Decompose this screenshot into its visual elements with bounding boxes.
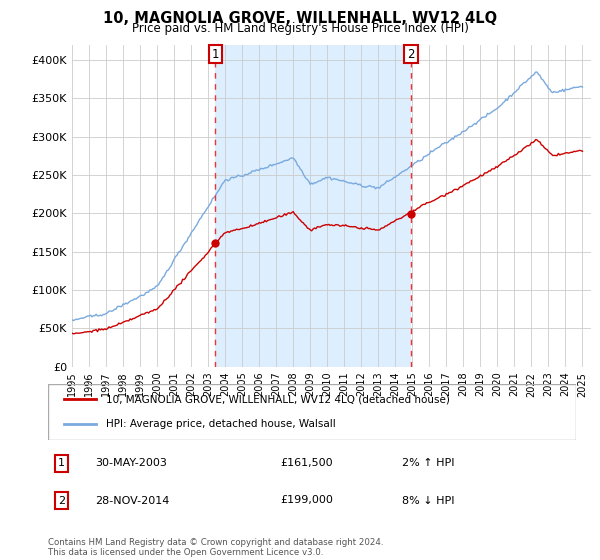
Text: £161,500: £161,500	[280, 459, 333, 468]
Text: £199,000: £199,000	[280, 496, 333, 506]
Text: 28-NOV-2014: 28-NOV-2014	[95, 496, 170, 506]
Text: 1: 1	[212, 48, 219, 60]
Text: 8% ↓ HPI: 8% ↓ HPI	[402, 496, 454, 506]
Text: 1: 1	[58, 459, 65, 468]
Text: 30-MAY-2003: 30-MAY-2003	[95, 459, 167, 468]
Text: 10, MAGNOLIA GROVE, WILLENHALL, WV12 4LQ: 10, MAGNOLIA GROVE, WILLENHALL, WV12 4LQ	[103, 11, 497, 26]
Bar	[215, 45, 411, 367]
Text: 2: 2	[58, 496, 65, 506]
Text: Contains HM Land Registry data © Crown copyright and database right 2024.
This d: Contains HM Land Registry data © Crown c…	[48, 538, 383, 557]
Text: 2% ↑ HPI: 2% ↑ HPI	[402, 459, 454, 468]
Text: HPI: Average price, detached house, Walsall: HPI: Average price, detached house, Wals…	[106, 419, 336, 429]
Text: 2: 2	[407, 48, 415, 60]
Text: Price paid vs. HM Land Registry's House Price Index (HPI): Price paid vs. HM Land Registry's House …	[131, 22, 469, 35]
Text: 10, MAGNOLIA GROVE, WILLENHALL, WV12 4LQ (detached house): 10, MAGNOLIA GROVE, WILLENHALL, WV12 4LQ…	[106, 394, 450, 404]
